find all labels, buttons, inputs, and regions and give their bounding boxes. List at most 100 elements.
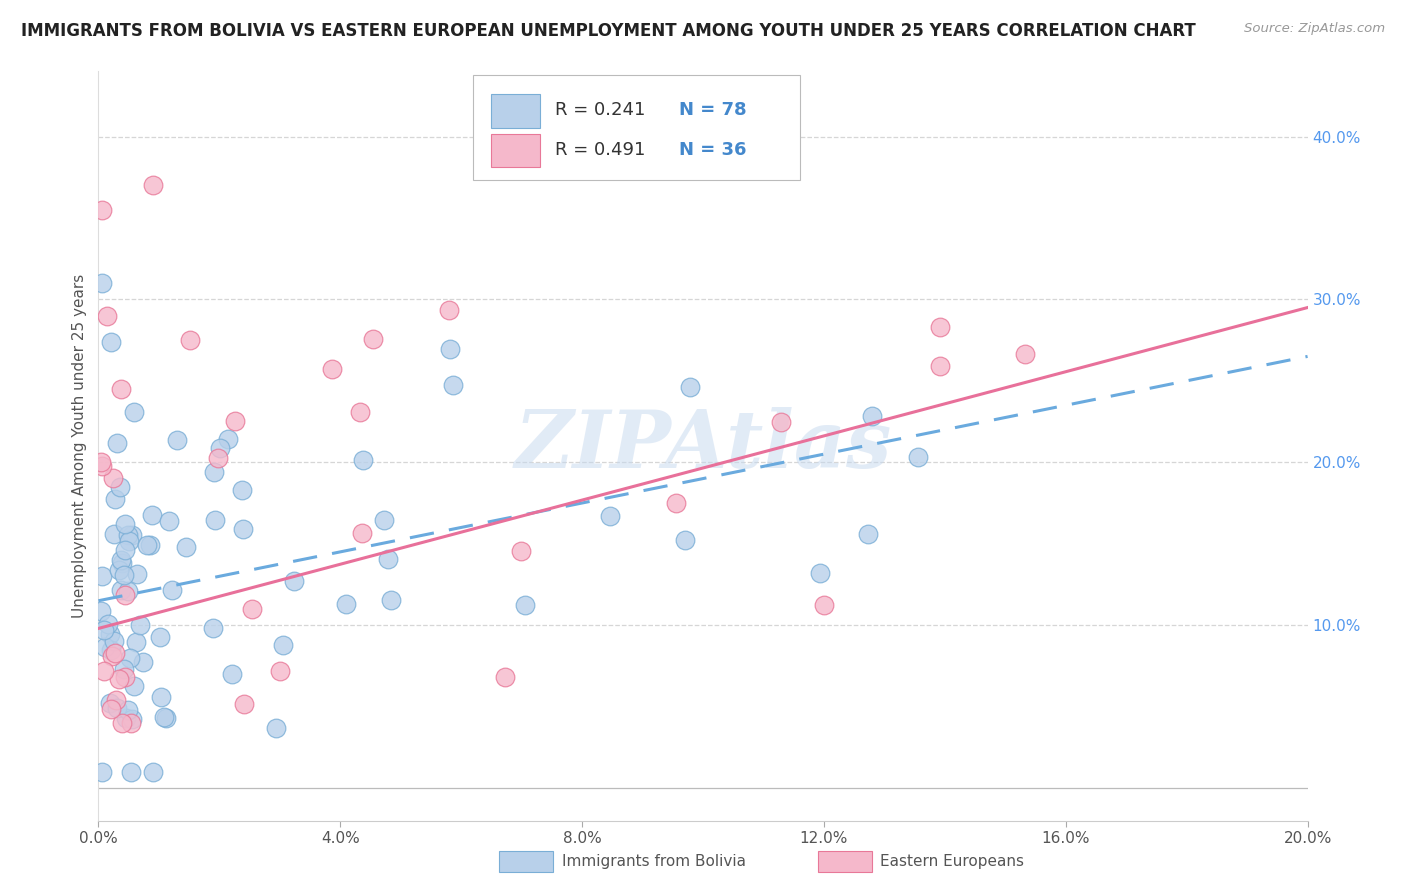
Point — [599, 509, 621, 524]
Point — [128, 618, 150, 632]
Point — [101, 470, 124, 484]
Point — [103, 526, 125, 541]
Text: N = 78: N = 78 — [679, 101, 747, 119]
Point — [335, 597, 357, 611]
Point — [264, 721, 287, 735]
Point — [110, 553, 132, 567]
Point — [439, 343, 461, 357]
Point — [118, 650, 141, 665]
Point — [93, 623, 115, 637]
Point — [121, 712, 143, 726]
Point — [231, 483, 253, 497]
Point — [100, 643, 122, 657]
Point — [117, 528, 139, 542]
Point — [155, 711, 177, 725]
Text: R = 0.491: R = 0.491 — [555, 141, 645, 159]
Point — [132, 655, 155, 669]
Point — [98, 696, 121, 710]
Y-axis label: Unemployment Among Youth under 25 years: Unemployment Among Youth under 25 years — [72, 274, 87, 618]
Point — [108, 564, 131, 578]
Point — [112, 567, 135, 582]
Point — [856, 526, 879, 541]
Point — [100, 648, 122, 663]
Point — [114, 589, 136, 603]
Point — [105, 436, 128, 450]
Point — [100, 702, 122, 716]
Point — [149, 690, 172, 705]
Text: N = 36: N = 36 — [679, 141, 747, 159]
Point — [176, 540, 198, 554]
Point — [125, 566, 148, 581]
Point — [142, 178, 165, 193]
Point — [217, 432, 239, 446]
Point — [90, 458, 112, 473]
Text: IMMIGRANTS FROM BOLIVIA VS EASTERN EUROPEAN UNEMPLOYMENT AMONG YOUTH UNDER 25 YE: IMMIGRANTS FROM BOLIVIA VS EASTERN EUROP… — [21, 22, 1197, 40]
Point — [269, 664, 291, 678]
Point — [808, 566, 831, 581]
Text: Source: ZipAtlas.com: Source: ZipAtlas.com — [1244, 22, 1385, 36]
Point — [352, 453, 374, 467]
Point — [125, 634, 148, 648]
Point — [665, 496, 688, 510]
Point — [93, 664, 115, 678]
Point — [373, 513, 395, 527]
FancyBboxPatch shape — [492, 94, 540, 128]
Point — [232, 521, 254, 535]
Point — [673, 533, 696, 547]
Point — [201, 621, 224, 635]
Point — [439, 302, 461, 317]
Point — [166, 433, 188, 447]
Point — [121, 527, 143, 541]
Point — [441, 377, 464, 392]
Point — [97, 616, 120, 631]
Point — [110, 480, 132, 494]
Point — [114, 543, 136, 558]
Point — [90, 604, 112, 618]
Point — [513, 599, 536, 613]
Text: Immigrants from Bolivia: Immigrants from Bolivia — [562, 855, 747, 869]
Point — [136, 538, 159, 552]
Point — [813, 598, 835, 612]
Point — [90, 569, 112, 583]
Point — [122, 405, 145, 419]
FancyBboxPatch shape — [492, 134, 540, 168]
Point — [283, 574, 305, 589]
Point — [105, 701, 128, 715]
Text: Eastern Europeans: Eastern Europeans — [880, 855, 1024, 869]
Point — [104, 491, 127, 506]
Point — [94, 640, 117, 655]
Point — [110, 556, 132, 570]
Point — [103, 634, 125, 648]
Point — [114, 516, 136, 531]
Point — [769, 415, 792, 429]
Point — [380, 592, 402, 607]
Point — [122, 679, 145, 693]
Point — [160, 583, 183, 598]
Point — [224, 414, 246, 428]
Point — [149, 630, 172, 644]
Point — [363, 332, 385, 346]
Point — [233, 697, 256, 711]
Point — [139, 538, 162, 552]
Point — [142, 764, 165, 779]
Point — [108, 672, 131, 686]
Text: R = 0.241: R = 0.241 — [555, 101, 645, 119]
Point — [91, 764, 114, 779]
Point — [91, 202, 114, 217]
Point — [110, 583, 132, 598]
Point — [90, 455, 112, 469]
Point — [221, 667, 243, 681]
Point — [141, 508, 163, 522]
Point — [352, 526, 374, 541]
Point — [152, 709, 174, 723]
Point — [104, 693, 127, 707]
Point — [349, 405, 371, 419]
Point — [271, 638, 294, 652]
Point — [117, 584, 139, 599]
Point — [157, 514, 180, 528]
Point — [120, 764, 142, 779]
Point — [510, 544, 533, 558]
Point — [96, 309, 118, 323]
Point — [115, 711, 138, 725]
Point — [118, 534, 141, 549]
